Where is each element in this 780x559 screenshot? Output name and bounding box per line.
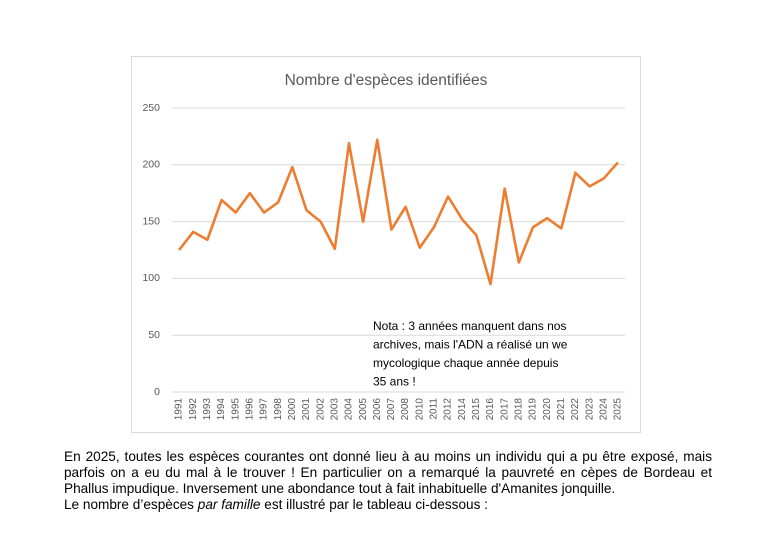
x-tick-label: 1991 (174, 398, 185, 421)
text: est illustré par le tableau ci-dessous : (260, 497, 488, 512)
chart-frame (131, 56, 641, 433)
x-tick-label: 2000 (287, 398, 298, 421)
chart: Nombre d'espèces identifiées 0 50 100 150 20… (131, 56, 641, 433)
x-tick-label: 1992 (188, 398, 199, 421)
paragraph: Le nombre d’espèces par famille est illu… (64, 497, 712, 513)
y-tick-label: 150 (142, 215, 160, 227)
x-tick-label: 2007 (386, 398, 397, 421)
x-tick-label: 2004 (344, 398, 355, 421)
x-tick-label: 2001 (301, 398, 312, 421)
y-tick-label: 50 (148, 329, 160, 341)
x-tick-label: 1993 (202, 398, 213, 421)
x-tick-label: 2018 (513, 398, 524, 421)
annotation: mycologique chaque année depuis (373, 356, 558, 370)
x-tick-label: 1996 (245, 398, 256, 421)
x-tick-label: 2020 (542, 398, 553, 421)
chart-title: Nombre d'espèces identifiées (285, 72, 488, 89)
x-tick-label: 2015 (471, 398, 482, 421)
x-tick-label: 1995 (230, 398, 241, 421)
x-tick-label: 2005 (358, 398, 369, 421)
annotation: archives, mais l'ADN a réalisé un we (373, 338, 568, 352)
emphasis: par famille (197, 497, 261, 512)
x-tick-label: 2014 (457, 398, 468, 421)
x-tick-label: 2010 (414, 398, 425, 421)
x-tick-label: 2008 (400, 398, 411, 421)
x-tick-label: 2021 (556, 398, 567, 421)
x-tick-label: 1997 (259, 398, 270, 421)
x-tick-label: 2011 (429, 398, 440, 420)
x-tick-label: 2024 (598, 398, 609, 421)
annotation: Nota : 3 années manquent dans nos (373, 319, 566, 333)
y-tick-label: 100 (142, 272, 160, 284)
y-tick-label: 250 (142, 102, 160, 114)
paragraph: En 2025, toutes les espèces courantes on… (64, 449, 712, 496)
x-tick-label: 2025 (613, 398, 624, 421)
x-tick-label: 2003 (329, 398, 340, 421)
annotation: 35 ans ! (373, 375, 416, 389)
x-tick-label: 2002 (315, 398, 326, 421)
data-line (178, 138, 619, 286)
x-tick-label: 1998 (273, 398, 284, 421)
x-tick-label: 2012 (443, 398, 454, 421)
x-tick-label: 2006 (372, 398, 383, 421)
document-body: En 2025, toutes les espèces courantes on… (64, 449, 712, 513)
x-tick-label: 2019 (528, 398, 539, 421)
y-tick-label: 200 (142, 159, 160, 171)
x-tick-label: 2022 (570, 398, 581, 421)
x-tick-label: 2023 (584, 398, 595, 421)
x-tick-label: 2016 (485, 398, 496, 421)
x-tick-label: 2017 (499, 398, 510, 421)
y-tick-label: 0 (154, 386, 160, 398)
x-tick-label: 1994 (216, 398, 227, 421)
text: Le nombre d’espèces (64, 497, 198, 512)
